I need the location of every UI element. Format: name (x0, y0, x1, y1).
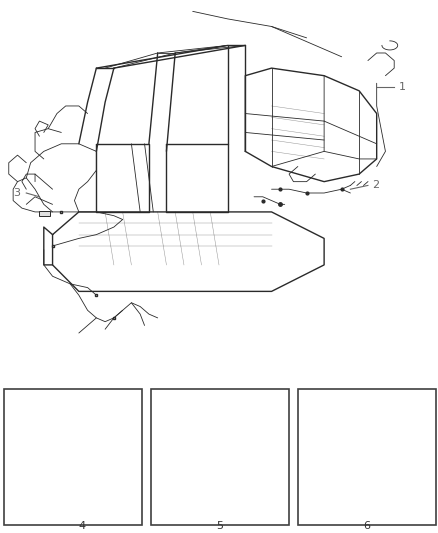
Bar (4, 389, 142, 526)
Text: 3: 3 (13, 188, 20, 198)
Bar (39, 211, 50, 216)
Text: 6: 6 (364, 521, 370, 531)
Text: 5: 5 (217, 521, 223, 531)
Text: 4: 4 (78, 521, 86, 531)
Text: 2: 2 (372, 181, 379, 190)
Bar (298, 389, 436, 526)
Text: 1: 1 (399, 82, 406, 92)
Bar (151, 389, 289, 526)
